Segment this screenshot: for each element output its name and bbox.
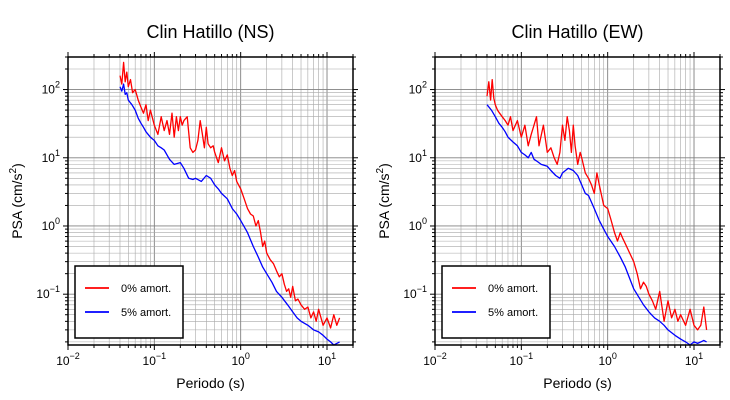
legend-label: 0% amort. <box>488 283 538 295</box>
series-line-red <box>119 61 341 329</box>
y-tick-label: 101 <box>409 148 427 165</box>
y-tick-label: 102 <box>42 80 60 97</box>
y-tick-label: 10−1 <box>36 284 60 301</box>
legend: 0% amort. 5% amort. <box>441 265 551 339</box>
x-axis-label: Periodo (s) <box>543 375 611 391</box>
legend-box <box>74 265 184 339</box>
chart-panel-ns: 10−2 10−1 100 101 10−1 100 101 102 Clin Hatillo … <box>8 22 358 391</box>
chart-panel-ew: 10−2 10−1 100 101 10−1 100 101 102 Clin Hatillo … <box>375 22 725 391</box>
plot-frame <box>434 56 721 346</box>
y-tick-label: 101 <box>42 148 60 165</box>
legend-label: 5% amort. <box>121 307 171 319</box>
series-line-red <box>486 78 708 331</box>
legend: 0% amort. 5% amort. <box>74 265 184 339</box>
plot-frame <box>67 56 354 346</box>
legend-label: 0% amort. <box>121 283 171 295</box>
x-tick-label: 100 <box>598 351 616 368</box>
x-tick-label: 10−1 <box>510 351 534 368</box>
series-line-blue <box>119 83 340 346</box>
y-axis-label: PSA (cm/s2) <box>8 163 25 239</box>
x-tick-label: 10−2 <box>423 351 447 368</box>
chart-title: Clin Hatillo (EW) <box>511 22 643 42</box>
x-tick-label: 101 <box>318 351 336 368</box>
y-axis-label: PSA (cm/s2) <box>375 163 392 239</box>
y-tick-label: 100 <box>409 216 427 233</box>
x-tick-label: 10−2 <box>56 351 80 368</box>
y-tick-label: 100 <box>42 216 60 233</box>
x-tick-label: 101 <box>685 351 703 368</box>
chart-title: Clin Hatillo (NS) <box>146 22 274 42</box>
legend-box <box>441 265 551 339</box>
x-tick-label: 100 <box>231 351 249 368</box>
series-line-blue <box>486 104 707 346</box>
y-tick-label: 10−1 <box>403 284 427 301</box>
x-axis-label: Periodo (s) <box>176 375 244 391</box>
x-tick-label: 10−1 <box>143 351 167 368</box>
legend-label: 5% amort. <box>488 307 538 319</box>
y-tick-label: 102 <box>409 80 427 97</box>
